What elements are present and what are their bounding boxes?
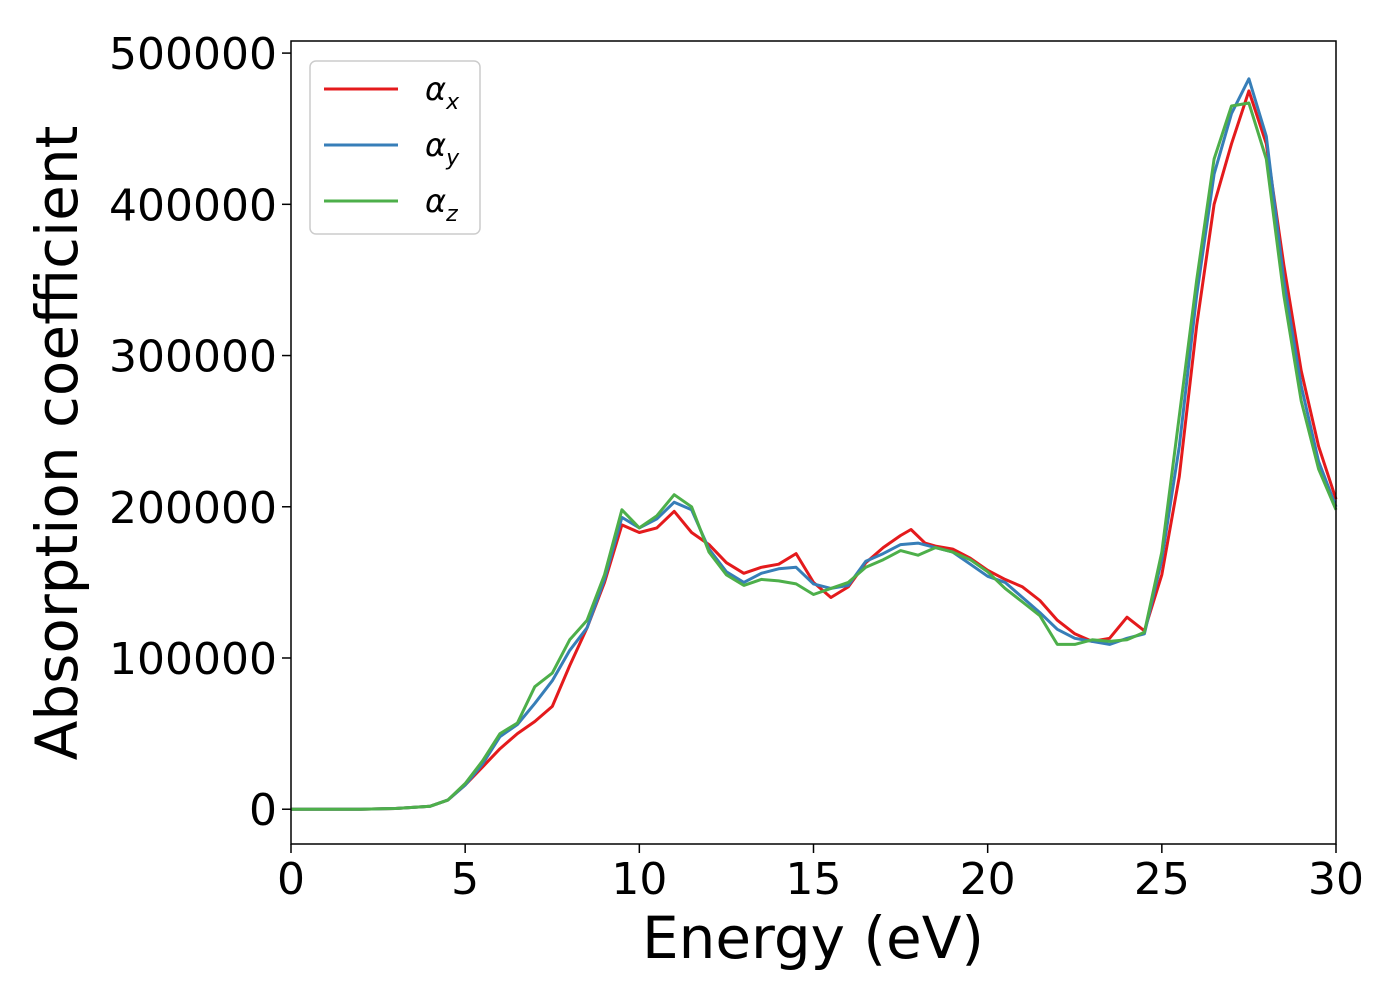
x-tick-label: 25 (1134, 854, 1190, 905)
y-tick-label: 100000 (109, 634, 277, 685)
y-tick-label: 200000 (109, 483, 277, 534)
legend-symbol: α (425, 182, 446, 220)
x-tick-label: 5 (451, 854, 479, 905)
y-axis: 0 100000 200000 300000 400000 500000 (109, 29, 291, 836)
x-tick-label: 10 (611, 854, 667, 905)
legend-label-1: αx (425, 70, 460, 115)
plot-area (291, 77, 1338, 811)
legend-subscript: y (445, 146, 460, 171)
x-axis: 0 5 10 15 20 25 30 (277, 844, 1364, 905)
legend-symbol: α (425, 70, 446, 108)
y-tick-label: 0 (249, 785, 277, 836)
y-tick-label: 300000 (109, 332, 277, 383)
legend-subscript: x (445, 90, 460, 115)
legend-box (309, 60, 481, 235)
x-axis-title: Energy (eV) (642, 904, 984, 972)
y-tick-label: 400000 (109, 180, 277, 231)
y-axis-title: Absorption coefficient (23, 126, 91, 761)
series-line-3 (291, 101, 1338, 811)
legend-subscript: z (445, 202, 458, 227)
x-tick-label: 30 (1308, 854, 1364, 905)
x-tick-label: 0 (277, 854, 305, 905)
x-tick-label: 15 (786, 854, 842, 905)
x-tick-label: 20 (960, 854, 1016, 905)
legend-symbol: α (425, 126, 446, 164)
series-line-2 (291, 77, 1338, 811)
legend-label-2: αy (425, 126, 460, 171)
legend-label-3: αz (425, 182, 458, 227)
y-tick-label: 500000 (109, 29, 277, 80)
